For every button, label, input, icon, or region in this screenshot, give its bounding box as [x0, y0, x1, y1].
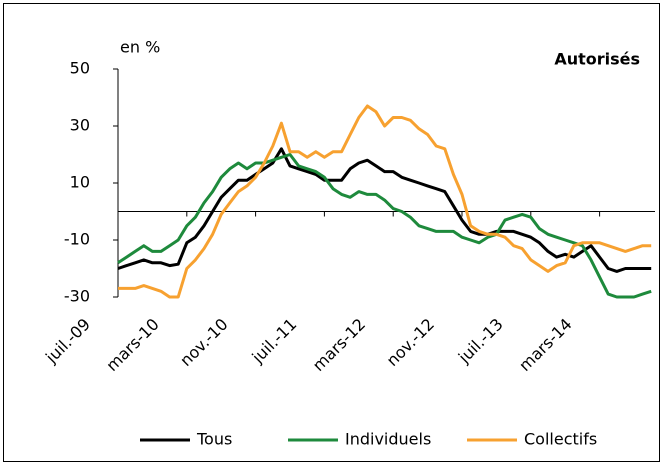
y-tick-label: -10: [64, 230, 90, 249]
legend-label: Tous: [196, 430, 232, 449]
frame: [3, 3, 660, 462]
legend-label: Collectifs: [524, 430, 597, 449]
series-line: [117, 153, 652, 299]
series-line: [117, 147, 652, 273]
y-axis-label: en %: [120, 38, 160, 57]
y-tick-label: 10: [70, 173, 90, 192]
legend-label: Individuels: [345, 430, 431, 449]
series-line: [118, 104, 652, 299]
y-tick-label: 30: [70, 116, 90, 135]
y-tick-label: -30: [64, 287, 90, 306]
annotation: Autorisés: [554, 50, 640, 69]
y-tick-label: 50: [70, 59, 90, 78]
